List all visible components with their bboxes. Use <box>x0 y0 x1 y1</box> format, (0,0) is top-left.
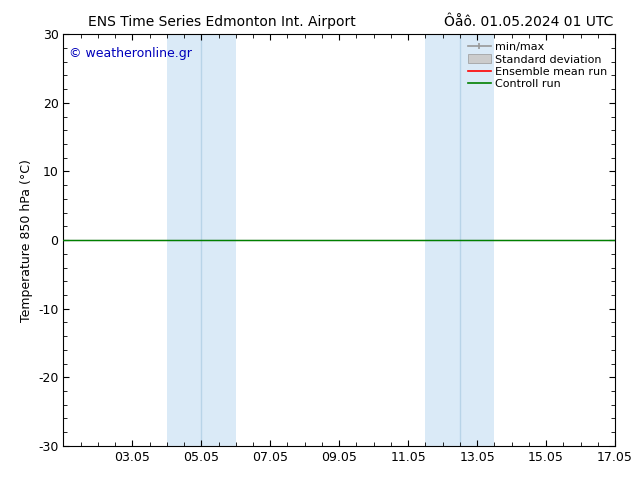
Bar <box>167 34 236 446</box>
Text: © weatheronline.gr: © weatheronline.gr <box>69 47 192 60</box>
Bar <box>425 34 495 446</box>
Text: ENS Time Series Edmonton Int. Airport: ENS Time Series Edmonton Int. Airport <box>88 15 356 29</box>
Text: Ôåô. 01.05.2024 01 UTC: Ôåô. 01.05.2024 01 UTC <box>444 15 613 29</box>
Legend: min/max, Standard deviation, Ensemble mean run, Controll run: min/max, Standard deviation, Ensemble me… <box>466 40 609 92</box>
Y-axis label: Temperature 850 hPa (°C): Temperature 850 hPa (°C) <box>20 159 32 321</box>
